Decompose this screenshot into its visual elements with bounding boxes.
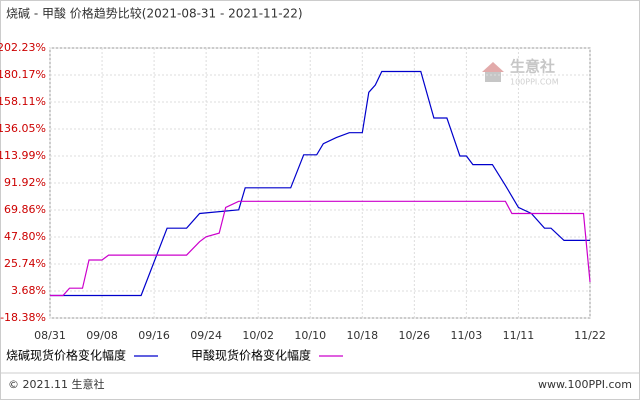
y-tick-label: 180.17%: [0, 68, 46, 81]
y-tick-label: 136.05%: [0, 122, 46, 135]
y-tick-label: 158.11%: [0, 95, 46, 108]
x-tick-label: 09/08: [86, 329, 118, 342]
x-tick-label: 11/22: [574, 329, 606, 342]
y-tick-label: -18.38%: [0, 311, 46, 324]
logo-body: [485, 72, 501, 82]
y-tick-label: 3.68%: [11, 284, 46, 297]
x-tick-label: 11/03: [451, 329, 483, 342]
logo-roof: [482, 62, 504, 72]
x-tick-label: 10/18: [346, 329, 378, 342]
watermark: 生意社 100PPI.COM: [482, 58, 559, 87]
x-tick-label: 09/16: [138, 329, 170, 342]
y-tick-label: 91.92%: [4, 176, 46, 189]
footer-right: www.100PPI.com: [538, 378, 632, 391]
y-tick-label: 202.23%: [0, 41, 46, 54]
x-tick-label: 10/02: [242, 329, 274, 342]
y-tick-label: 113.99%: [0, 149, 46, 162]
x-tick-label: 09/24: [190, 329, 222, 342]
x-tick-label: 11/11: [503, 329, 535, 342]
watermark-brand: 生意社: [510, 58, 555, 76]
legend-label: 甲酸现货价格变化幅度: [191, 348, 311, 363]
series-line: [50, 70, 590, 297]
x-tick-label: 10/26: [398, 329, 430, 342]
legend-label: 烧碱现货价格变化幅度: [6, 348, 126, 363]
chart-title: 烧碱 - 甲酸 价格趋势比较(2021-08-31 - 2021-11-22): [6, 6, 303, 21]
footer-left: © 2021.11 生意社: [8, 377, 104, 391]
watermark-site: 100PPI.COM: [510, 78, 559, 87]
y-tick-label: 47.80%: [4, 230, 46, 243]
x-tick-label: 10/10: [294, 329, 326, 342]
y-tick-label: 25.74%: [4, 257, 46, 270]
series-line: [50, 200, 591, 297]
x-tick-label: 08/31: [34, 329, 66, 342]
y-tick-label: 69.86%: [4, 203, 46, 216]
